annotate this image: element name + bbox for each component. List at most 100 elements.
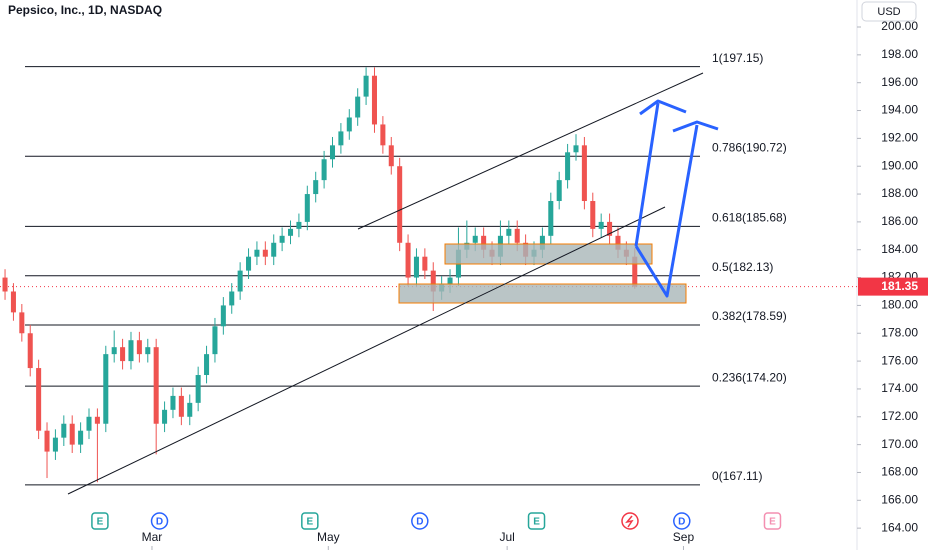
candle-body [565,152,571,181]
fib-label: 0.236(174.20) [712,370,787,384]
candle-body [346,117,352,132]
candle-body [607,221,613,236]
candle-body [103,354,109,424]
projection-arrow [634,99,719,298]
candle-body [481,235,487,250]
event-label: E [97,517,104,528]
candle-body [212,326,218,355]
candle-body [220,305,226,327]
candle-body [615,235,621,250]
fib-label: 1(197.15) [712,51,763,65]
candle-body [36,368,42,431]
candle-body [136,340,142,355]
event-label: D [678,517,685,528]
x-tick-label: Sep [673,530,695,544]
event-badge [301,512,319,530]
candle-body [187,402,193,417]
zone [398,283,687,304]
y-tick-label: 178.00 [881,325,918,339]
candle-body [405,242,411,278]
y-tick-label: 168.00 [881,465,918,479]
candle-body [313,180,319,195]
currency: USD [877,6,900,18]
candle-body [447,277,453,285]
candle-body [548,201,554,236]
candle-body [52,437,58,452]
candle-body [69,423,75,445]
chart-title: Pepsico, Inc., 1D, NASDAQ [8,3,162,17]
candle-body [355,96,361,118]
candle-body [246,256,252,271]
candle-body [397,166,403,243]
fib-label: 0.786(190.72) [712,140,787,154]
event-badge [527,512,546,530]
event-label: D [156,517,163,528]
event-badge [411,512,429,530]
candle-body [254,249,260,257]
candle-body [338,131,344,146]
candle-body [86,416,92,431]
x-tick-label: May [317,530,340,544]
candle-body [237,270,243,292]
x-tick-label: Jul [499,530,514,544]
candle-body [61,423,67,438]
trend-line [357,72,704,230]
y-tick-label: 200.00 [881,19,918,33]
currency-box[interactable] [861,1,917,22]
candle-body [111,347,117,355]
last-price-label: 181.35 [881,279,918,293]
candle-body [279,235,285,243]
y-tick-label: 174.00 [881,381,918,395]
y-tick-label: 188.00 [881,186,918,200]
candle-body [590,201,596,229]
zone [444,243,653,265]
candle-body [19,312,25,334]
candle-body [296,221,302,229]
y-tick-label: 186.00 [881,214,918,228]
candle-body [422,256,428,271]
event-badge [150,512,169,530]
trend-line [67,206,666,495]
y-tick-label: 170.00 [881,437,918,451]
candle-body [153,347,159,424]
candle-body [556,180,562,202]
candle-body [430,270,436,292]
candle-body [94,416,100,424]
event-label: E [769,517,776,528]
candle-body [195,375,201,403]
candle-body [598,221,604,229]
event-badge [91,512,109,530]
candle-body [506,228,512,236]
candle-body [162,409,168,424]
y-tick-label: 166.00 [881,492,918,506]
candle-body [371,75,377,125]
candle-body [581,145,587,202]
candle-body [44,430,50,452]
candle-body [128,340,134,362]
y-tick-label: 164.00 [881,520,918,534]
candle-body [170,395,176,410]
candle-body [321,159,327,181]
candle-body [514,228,520,243]
split-icon [625,515,634,528]
candle-body [262,249,268,257]
candle-body [2,277,8,292]
candle-body [363,75,369,97]
candle-body [178,395,184,417]
y-tick-label: 184.00 [881,242,918,256]
candle-body [413,256,419,278]
candle-body [632,256,638,287]
candle-body [120,347,126,362]
candle-body [539,235,545,250]
fib-label: 0.5(182.13) [712,260,773,274]
y-tick-label: 172.00 [881,409,918,423]
candle-body [145,347,151,355]
y-tick-label: 192.00 [881,131,918,145]
candle-body [271,242,277,257]
y-tick-label: 190.00 [881,158,918,172]
candle-body [78,430,84,445]
candle-body [304,194,310,222]
y-tick-label: 176.00 [881,353,918,367]
